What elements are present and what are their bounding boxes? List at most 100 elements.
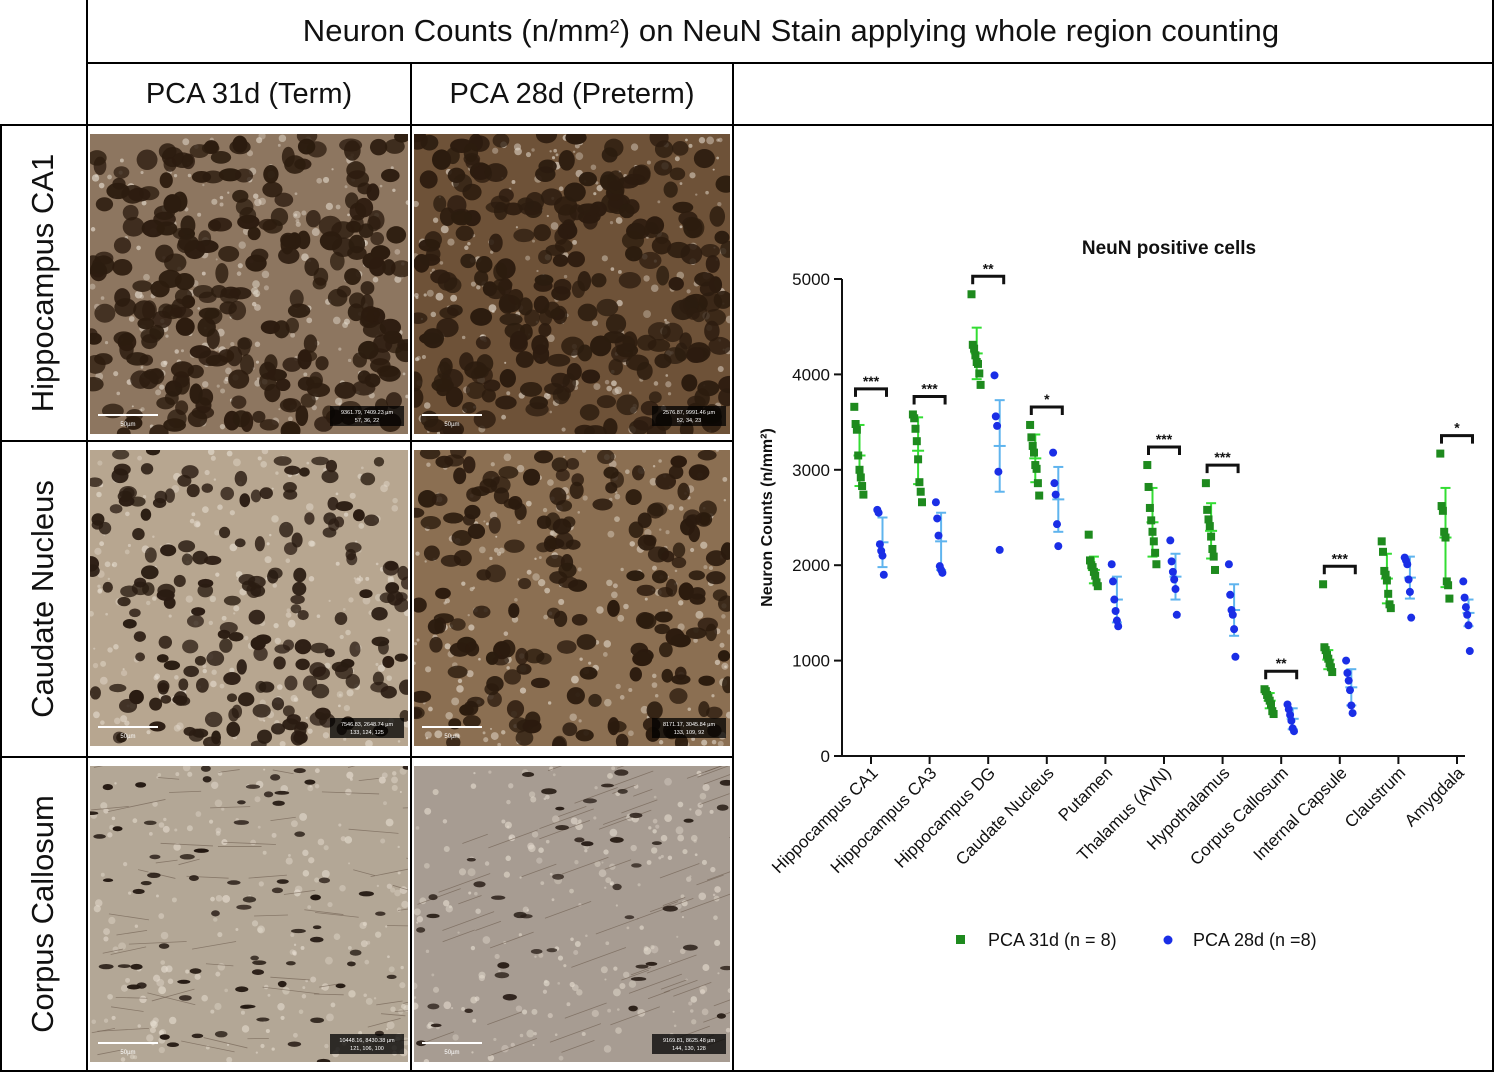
tissue-speck <box>108 916 116 925</box>
fiber-line <box>487 1011 522 1025</box>
tissue-speck <box>511 180 516 184</box>
tissue-speck <box>701 859 707 865</box>
stained-nucleus <box>92 255 115 275</box>
tissue-speck <box>443 601 447 605</box>
stained-nucleus <box>615 733 629 746</box>
tissue-speck <box>333 933 341 940</box>
stained-nucleus <box>122 619 137 629</box>
tissue-speck <box>553 148 558 153</box>
tissue-speck <box>114 782 117 785</box>
tissue-speck <box>714 939 721 946</box>
tissue-speck <box>246 150 254 157</box>
tissue-speck <box>392 497 398 504</box>
stained-nucleus <box>378 365 401 382</box>
tissue-speck <box>690 547 695 553</box>
tissue-speck <box>348 862 351 865</box>
tissue-speck <box>650 945 659 954</box>
y-tick-label: 3000 <box>792 461 830 480</box>
stained-nucleus <box>371 606 388 621</box>
data-point <box>1166 536 1175 545</box>
data-point <box>1321 646 1330 655</box>
tissue-speck <box>490 250 494 254</box>
stained-nucleus <box>215 262 229 284</box>
column-header-preterm: PCA 28d (Preterm) <box>449 77 695 110</box>
tissue-speck <box>701 739 708 746</box>
stained-nucleus <box>714 230 730 244</box>
tissue-speck <box>603 640 612 648</box>
data-point <box>879 570 888 579</box>
tissue-speck <box>251 287 259 295</box>
tissue-speck <box>667 855 673 861</box>
tissue-speck <box>301 210 307 216</box>
stained-nucleus <box>287 1041 302 1047</box>
tissue-speck <box>311 228 320 236</box>
stained-nucleus <box>657 586 674 598</box>
data-point <box>854 451 863 460</box>
data-point <box>1051 490 1060 499</box>
tissue-speck <box>254 341 261 348</box>
y-tick-label: 4000 <box>792 365 830 384</box>
stained-nucleus <box>227 880 241 885</box>
tissue-speck <box>644 529 652 537</box>
tissue-speck <box>629 391 632 395</box>
data-point <box>1319 580 1328 589</box>
stained-nucleus <box>284 675 298 691</box>
tissue-speck <box>326 1013 334 1022</box>
stained-nucleus <box>538 249 553 265</box>
fiber-line <box>488 1038 537 1057</box>
data-point <box>1342 656 1351 665</box>
data-point <box>1145 503 1154 512</box>
tissue-speck <box>603 849 609 855</box>
stained-nucleus <box>274 790 290 795</box>
tissue-speck <box>100 872 105 877</box>
tissue-speck <box>558 598 565 605</box>
tissue-speck <box>314 784 320 789</box>
tissue-speck <box>440 225 449 234</box>
tissue-speck <box>277 143 281 147</box>
fiber-line <box>603 815 628 825</box>
stained-nucleus <box>369 138 388 156</box>
tissue-speck <box>336 691 344 698</box>
stained-nucleus <box>553 278 572 295</box>
stained-nucleus <box>618 271 642 289</box>
tissue-speck <box>155 389 162 396</box>
tissue-speck <box>547 479 554 486</box>
tissue-speck <box>257 825 261 829</box>
info-stamp-rgb: 121, 106, 100 <box>350 1046 384 1052</box>
scale-bar-label: 50µm <box>444 422 459 428</box>
stained-nucleus <box>315 356 329 371</box>
tissue-speck <box>503 871 511 878</box>
fiber-line <box>649 901 679 913</box>
data-point <box>1231 652 1240 661</box>
stained-nucleus <box>250 740 267 746</box>
tissue-speck <box>345 629 351 636</box>
tissue-speck <box>271 1047 275 1051</box>
stained-nucleus <box>626 570 645 582</box>
data-point <box>1030 448 1038 457</box>
fiber-line <box>561 1039 595 1053</box>
stained-nucleus <box>187 409 208 428</box>
fiber-line <box>397 908 408 911</box>
tissue-speck <box>202 183 205 187</box>
stained-nucleus <box>178 678 189 691</box>
stained-nucleus <box>499 313 523 326</box>
fiber-line <box>178 858 200 866</box>
fiber-line <box>616 766 625 769</box>
stained-nucleus <box>163 194 182 214</box>
stained-nucleus <box>264 383 281 403</box>
info-stamp-rgb: 133, 109, 92 <box>674 730 705 736</box>
data-point <box>1463 610 1472 619</box>
stained-nucleus <box>149 324 165 340</box>
tissue-speck <box>426 289 434 297</box>
stained-nucleus <box>247 226 261 241</box>
tissue-speck <box>403 1004 408 1012</box>
data-point <box>990 371 999 380</box>
tissue-speck <box>292 952 297 956</box>
stained-nucleus <box>198 307 220 320</box>
tissue-speck <box>321 983 329 991</box>
data-point <box>1088 563 1097 572</box>
tissue-speck <box>533 1031 537 1036</box>
tissue-speck <box>727 988 730 993</box>
tissue-speck <box>230 341 235 347</box>
tissue-speck <box>163 817 167 822</box>
